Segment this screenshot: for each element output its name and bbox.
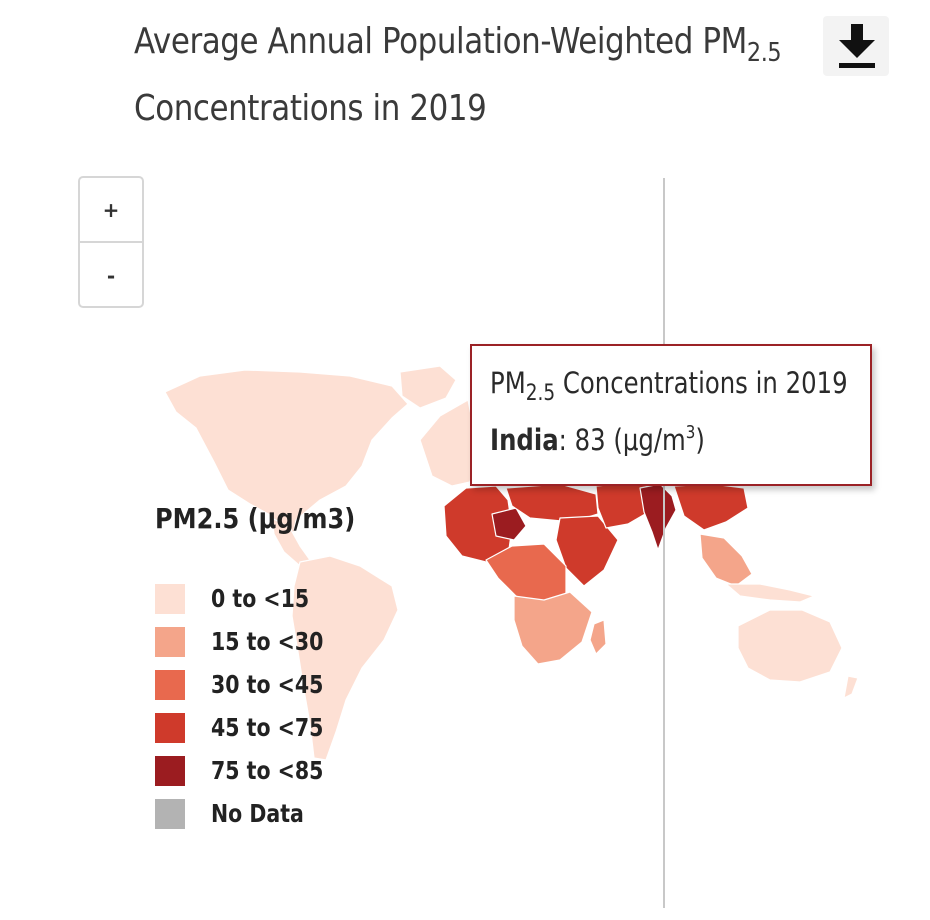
- region-sahel[interactable]: [491, 507, 527, 541]
- legend-label: 30 to <45: [211, 670, 324, 699]
- tooltip-value-line: India: 83 (μg/m3): [490, 422, 705, 457]
- legend-label: 0 to <15: [211, 584, 310, 613]
- legend-item: 30 to <45: [155, 663, 388, 706]
- chart-title: Average Annual Population-Weighted PM2.5…: [134, 14, 782, 137]
- zoom-out-button[interactable]: -: [80, 243, 142, 308]
- region-greenland[interactable]: [399, 365, 457, 409]
- tooltip-country: India: [490, 423, 559, 457]
- region-north-america[interactable]: [164, 369, 409, 553]
- region-east-asia[interactable]: [673, 483, 749, 531]
- region-new-zealand[interactable]: [843, 675, 859, 699]
- zoom-in-button[interactable]: +: [80, 178, 142, 243]
- tooltip-title: PM2.5 Concentrations in 2019: [490, 366, 848, 406]
- legend-swatch: [155, 583, 185, 614]
- legend-item: 45 to <75: [155, 706, 388, 749]
- map-divider-line: [663, 178, 665, 908]
- zoom-control: + -: [78, 176, 144, 308]
- region-west-africa[interactable]: [443, 485, 513, 563]
- title-line-1: Average Annual Population-Weighted PM2.5: [134, 21, 782, 68]
- download-icon: [839, 24, 875, 68]
- region-southeast-asia[interactable]: [699, 533, 753, 587]
- legend-swatch: [155, 755, 185, 786]
- legend-swatch: [155, 669, 185, 700]
- legend-item: 15 to <30: [155, 620, 388, 663]
- title-line-2: Concentrations in 2019: [134, 88, 487, 129]
- legend-item: 0 to <15: [155, 577, 388, 620]
- region-india[interactable]: [639, 483, 677, 551]
- legend-label: 45 to <75: [211, 713, 324, 742]
- legend-swatch: [155, 712, 185, 743]
- legend-label: 75 to <85: [211, 756, 324, 785]
- region-southern-africa[interactable]: [513, 591, 593, 665]
- download-button[interactable]: [823, 16, 889, 76]
- legend: PM2.5 (μg/m3) 0 to <15 15 to <30 30 to <…: [155, 502, 388, 835]
- region-indonesia[interactable]: [725, 583, 815, 603]
- tooltip-value: 83: [574, 423, 606, 457]
- region-madagascar[interactable]: [589, 619, 607, 655]
- legend-label: No Data: [211, 799, 304, 828]
- legend-swatch: [155, 798, 185, 829]
- region-south-america[interactable]: [291, 555, 399, 761]
- region-east-africa[interactable]: [555, 515, 619, 587]
- legend-label: 15 to <30: [211, 627, 324, 656]
- legend-item: 75 to <85: [155, 749, 388, 792]
- country-tooltip: PM2.5 Concentrations in 2019 India: 83 (…: [470, 344, 872, 486]
- legend-item: No Data: [155, 792, 388, 835]
- legend-title: PM2.5 (μg/m3): [155, 502, 356, 535]
- legend-swatch: [155, 626, 185, 657]
- region-australia[interactable]: [737, 609, 843, 683]
